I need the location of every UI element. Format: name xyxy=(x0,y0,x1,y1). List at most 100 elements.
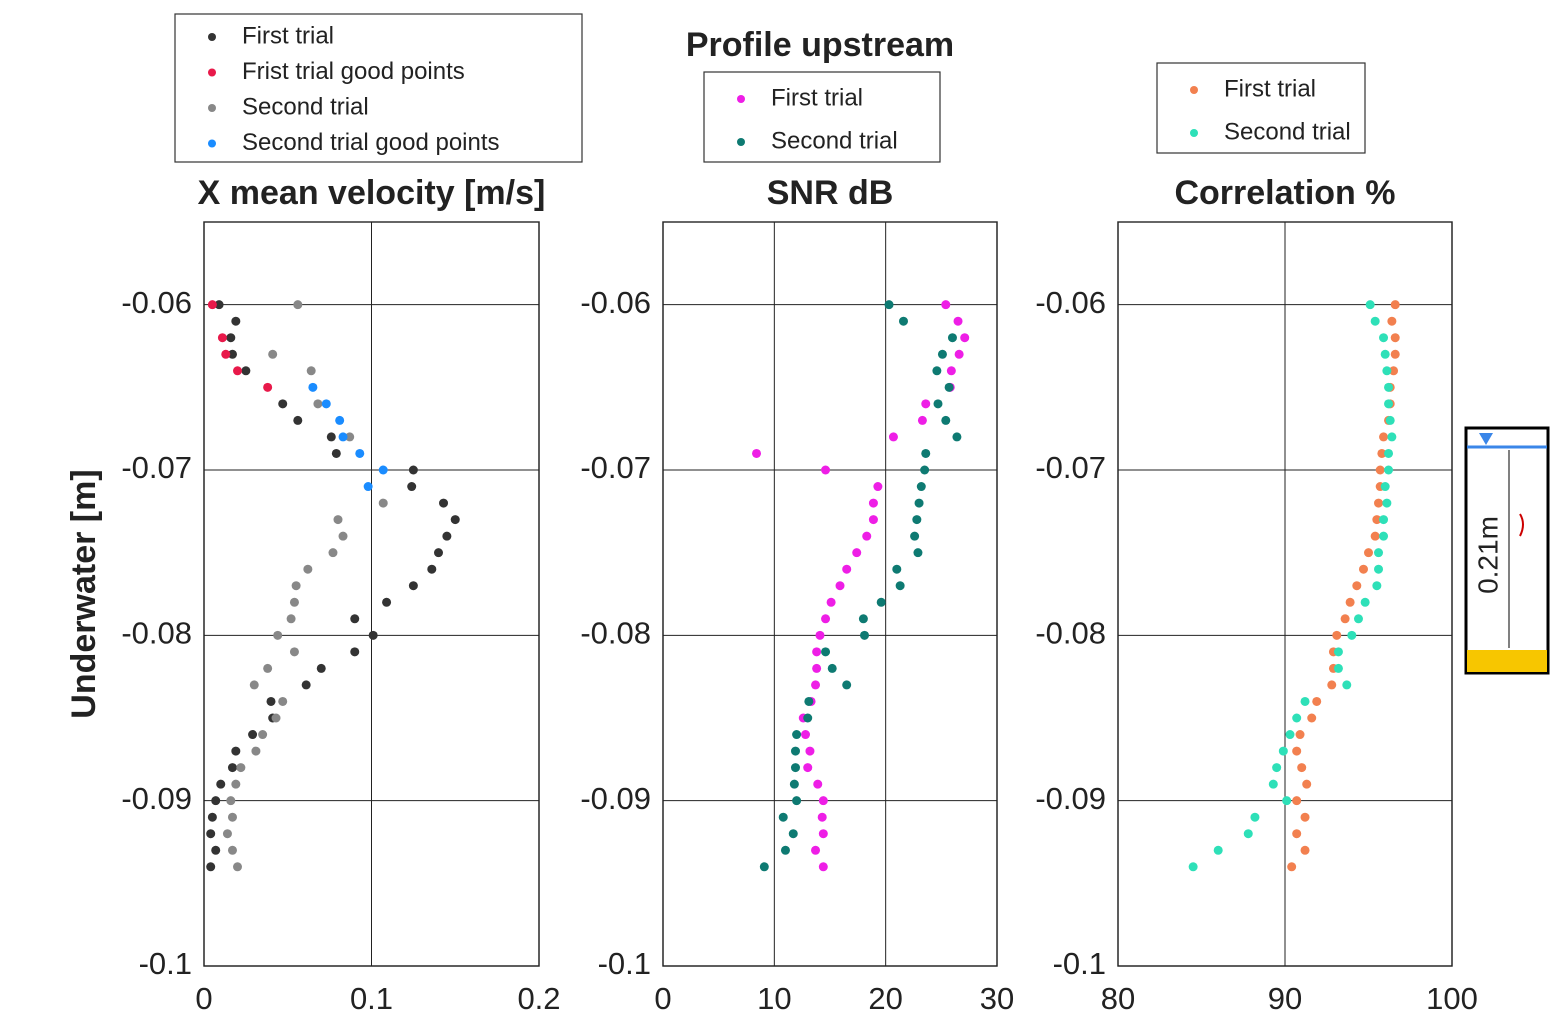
data-point xyxy=(207,300,217,310)
data-point xyxy=(821,647,831,657)
legend-marker xyxy=(1190,86,1198,94)
legend-box xyxy=(174,13,583,163)
data-point xyxy=(231,779,241,789)
data-point xyxy=(227,349,237,359)
data-point xyxy=(1387,316,1397,326)
x-tick-label: 100 xyxy=(1426,981,1478,1016)
data-point xyxy=(427,564,437,574)
data-point xyxy=(778,812,788,822)
inset-box xyxy=(1464,426,1550,675)
data-point xyxy=(227,812,237,822)
x-tick-label: 30 xyxy=(980,981,1014,1016)
data-point xyxy=(321,399,331,409)
data-point xyxy=(382,597,392,607)
data-point xyxy=(1300,696,1310,706)
data-point xyxy=(291,581,301,591)
data-point xyxy=(1375,465,1385,475)
y-tick-label: -0.06 xyxy=(121,285,192,320)
data-point xyxy=(1360,597,1370,607)
data-point xyxy=(1243,829,1253,839)
data-point xyxy=(301,680,311,690)
legend-label: Frist trial good points xyxy=(242,58,465,85)
data-point xyxy=(941,415,951,425)
data-point xyxy=(803,763,813,773)
data-point xyxy=(805,746,815,756)
legend-label: Second trial good points xyxy=(242,129,500,156)
data-point xyxy=(1387,432,1397,442)
data-point xyxy=(278,399,288,409)
x-tick-label: 0 xyxy=(654,981,671,1016)
data-point xyxy=(1370,316,1380,326)
data-point xyxy=(952,432,962,442)
data-point xyxy=(1333,647,1343,657)
x-tick-label: 90 xyxy=(1268,981,1302,1016)
data-point xyxy=(289,597,299,607)
data-point xyxy=(286,614,296,624)
data-point xyxy=(818,829,828,839)
data-point xyxy=(813,779,823,789)
data-point xyxy=(910,531,920,541)
x-tick-label: 0.2 xyxy=(517,981,560,1016)
data-point xyxy=(335,415,345,425)
inset-bed xyxy=(1467,650,1547,672)
data-point xyxy=(326,432,336,442)
data-point xyxy=(241,366,251,376)
data-point xyxy=(378,465,388,475)
data-point xyxy=(1390,333,1400,343)
x-tick-label: 0.1 xyxy=(350,981,393,1016)
data-point xyxy=(804,696,814,706)
y-axis-label: Underwater [m] xyxy=(65,469,103,718)
data-point xyxy=(378,498,388,508)
data-point xyxy=(338,432,348,442)
data-point xyxy=(263,382,273,392)
y-tick-label: -0.1 xyxy=(598,946,651,981)
data-point xyxy=(917,415,927,425)
data-point xyxy=(450,515,460,525)
data-point xyxy=(860,630,870,640)
data-point xyxy=(328,548,338,558)
data-point xyxy=(1300,845,1310,855)
data-point xyxy=(954,349,964,359)
data-point xyxy=(333,515,343,525)
data-point xyxy=(249,680,259,690)
inset-probe xyxy=(1519,513,1524,537)
y-tick-label: -0.1 xyxy=(1053,946,1106,981)
y-tick-label: -0.09 xyxy=(1035,781,1106,816)
data-point xyxy=(293,415,303,425)
legend-label: Second trial xyxy=(771,127,898,154)
data-point xyxy=(1213,845,1223,855)
data-point xyxy=(313,399,323,409)
data-point xyxy=(827,663,837,673)
data-point xyxy=(248,730,258,740)
data-point xyxy=(207,812,217,822)
data-point xyxy=(271,713,281,723)
data-point xyxy=(258,730,268,740)
data-point xyxy=(439,498,449,508)
data-point xyxy=(947,333,957,343)
data-point xyxy=(1340,614,1350,624)
data-point xyxy=(273,630,283,640)
data-point xyxy=(216,779,226,789)
data-point xyxy=(350,614,360,624)
data-point xyxy=(1272,763,1282,773)
data-point xyxy=(1347,630,1357,640)
data-point xyxy=(826,597,836,607)
y-tick-label: -0.06 xyxy=(580,285,651,320)
data-point xyxy=(1370,531,1380,541)
inset-label: 0.21m xyxy=(1472,516,1503,594)
data-point xyxy=(289,647,299,657)
data-point xyxy=(1188,862,1198,872)
data-point xyxy=(815,630,825,640)
legend-marker xyxy=(737,138,745,146)
data-point xyxy=(206,829,216,839)
y-tick-label: -0.09 xyxy=(580,781,651,816)
data-point xyxy=(888,432,898,442)
data-point xyxy=(1379,531,1389,541)
data-point xyxy=(1312,696,1322,706)
data-point xyxy=(835,581,845,591)
data-point xyxy=(1384,382,1394,392)
data-point xyxy=(858,614,868,624)
data-point xyxy=(1374,498,1384,508)
data-point xyxy=(1282,796,1292,806)
y-tick-label: -0.08 xyxy=(580,616,651,651)
